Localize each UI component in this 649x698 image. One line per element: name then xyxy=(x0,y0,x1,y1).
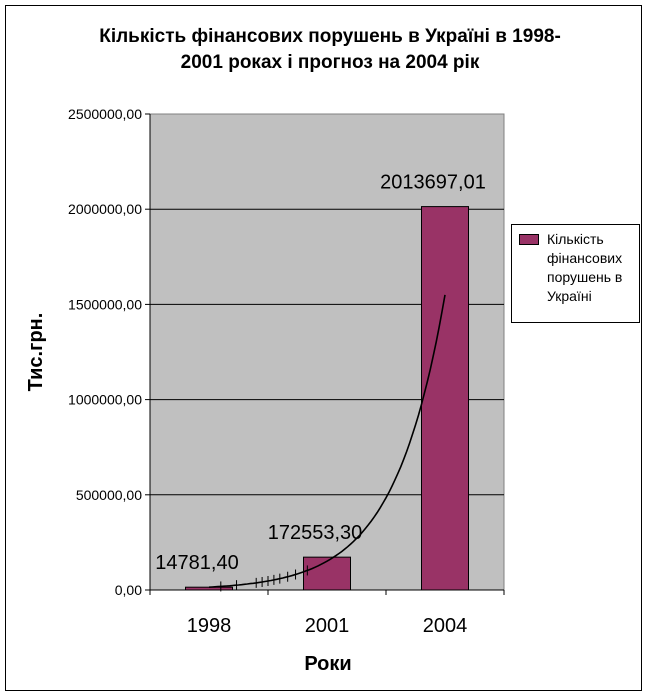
x-tick-label: 2004 xyxy=(423,615,468,637)
data-label: 2013697,01 xyxy=(380,172,486,194)
y-tick-label: 2000000,00 xyxy=(68,201,142,217)
labels: 0,00 500000,00 1000000,00 1500000,00 2000000… xyxy=(68,106,486,637)
legend-label: Кількість фінансових порушень в Україні xyxy=(547,231,623,304)
y-tick-label: 1000000,00 xyxy=(68,392,142,408)
data-label: 14781,40 xyxy=(155,552,238,574)
bar-2004 xyxy=(421,206,469,591)
x-axis-title: Роки xyxy=(304,653,351,675)
y-tick-label: 2500000,00 xyxy=(68,106,142,122)
chart-title-line-2: 2001 роках і прогноз на 2004 рік xyxy=(180,52,480,73)
y-tick-label: 1500000,00 xyxy=(68,296,142,312)
chart-title: Кількість фінансових порушень в Україні … xyxy=(60,24,600,76)
trendline-group xyxy=(208,294,446,592)
legend-swatch xyxy=(519,234,539,245)
y-tick-label: 0,00 xyxy=(115,582,142,598)
trendline xyxy=(208,294,446,588)
legend: Кількість фінансових порушень в Україні xyxy=(511,224,640,323)
chart-title-line-1: Кількість фінансових порушень в Україні … xyxy=(99,26,561,47)
axes xyxy=(145,113,505,595)
data-label: 172553,30 xyxy=(268,522,363,544)
x-tick-label: 1998 xyxy=(187,615,232,637)
x-tick-label: 2001 xyxy=(305,615,350,637)
y-axis-title: Тис.грн. xyxy=(25,313,47,392)
y-tick-label: 500000,00 xyxy=(76,487,142,503)
